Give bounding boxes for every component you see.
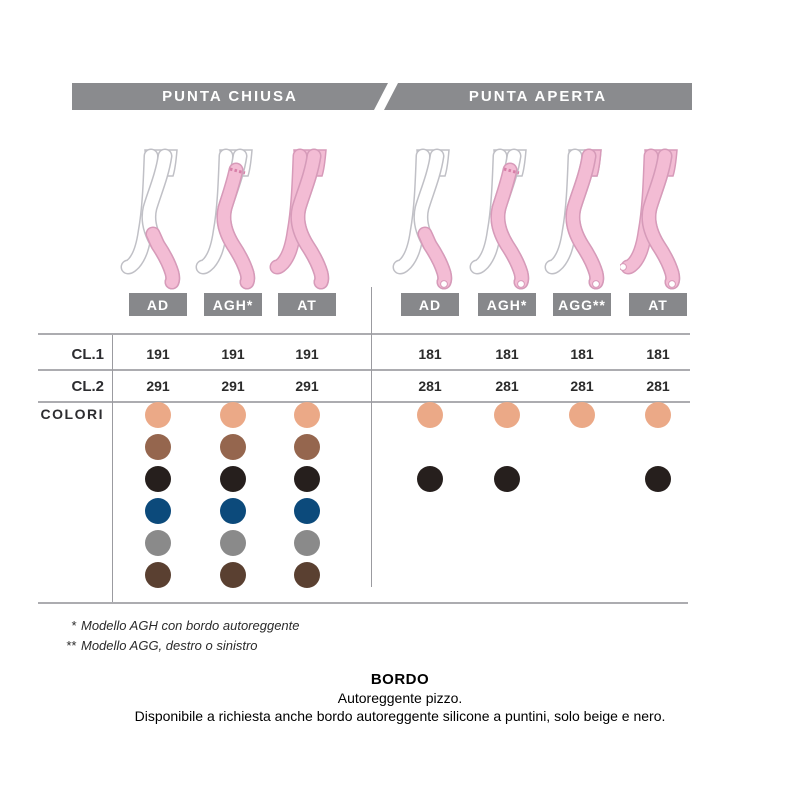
model-label-punta-aperta-at: AT — [629, 293, 687, 316]
color-dot-grigio — [294, 530, 320, 556]
cl2-value-punta-chiusa-ad: 291 — [146, 378, 170, 394]
color-dot-blu — [220, 498, 246, 524]
color-dot-beige — [494, 402, 520, 428]
color-dot-beige — [417, 402, 443, 428]
header-bar-punta-aperta: PUNTA APERTA — [384, 83, 692, 110]
leg-illustration-at — [619, 148, 681, 290]
color-dot-nero — [645, 466, 671, 492]
color-dot-beige — [294, 402, 320, 428]
color-dot-beige — [645, 402, 671, 428]
color-dot-grigio — [145, 530, 171, 556]
footnote-agh-mark: * — [70, 618, 76, 633]
color-dot-nero — [220, 466, 246, 492]
cl1-value-punta-aperta-agh: 181 — [495, 346, 519, 362]
color-dot-nero — [294, 466, 320, 492]
color-dot-marrone — [220, 434, 246, 460]
bordo-line1: Autoreggente pizzo. — [337, 690, 463, 706]
bordo-line2: Disponibile a richiesta anche bordo auto… — [134, 708, 666, 724]
footnote-agg: ** Modello AGG, destro o sinistro — [56, 638, 258, 653]
leg-illustration-ad — [120, 148, 181, 290]
header-punta-chiusa-label: PUNTA CHIUSA — [162, 88, 298, 105]
row-label-cl1: CL.1 — [71, 346, 104, 363]
table-line-cl2-colori — [38, 401, 690, 403]
color-dot-marrone — [294, 434, 320, 460]
model-label-punta-chiusa-ad: AD — [129, 293, 187, 316]
leg-illustration-agh — [469, 148, 530, 290]
header-punta-aperta-label: PUNTA APERTA — [468, 88, 608, 105]
color-dot-nero — [145, 466, 171, 492]
leg-figure-punta-chiusa-at — [269, 146, 345, 294]
cl2-value-punta-chiusa-agh: 291 — [221, 378, 245, 394]
row-label-colori: COLORI — [40, 406, 104, 422]
model-label-punta-aperta-agg: AGG** — [553, 293, 611, 316]
footnote-agh: * Modello AGH con bordo autoreggente — [56, 618, 300, 633]
leg-figure-punta-aperta-agg — [544, 146, 620, 294]
color-dot-beige — [145, 402, 171, 428]
header-bar-punta-chiusa: PUNTA CHIUSA — [72, 83, 388, 110]
model-label-punta-aperta-ad: AD — [401, 293, 459, 316]
color-dot-blu — [145, 498, 171, 524]
model-label-punta-chiusa-at: AT — [278, 293, 336, 316]
color-dot-beige — [220, 402, 246, 428]
leg-figure-punta-chiusa-agh — [195, 146, 271, 294]
cl2-value-punta-chiusa-at: 291 — [295, 378, 319, 394]
leg-figure-punta-aperta-ad — [392, 146, 468, 294]
table-line-top — [38, 333, 690, 335]
footnote-agh-text: Modello AGH con bordo autoreggente — [81, 618, 300, 633]
cl2-value-punta-aperta-ad: 281 — [418, 378, 442, 394]
cl1-value-punta-chiusa-at: 191 — [295, 346, 319, 362]
cl1-value-punta-aperta-at: 181 — [646, 346, 670, 362]
color-dot-grigio — [220, 530, 246, 556]
model-label-punta-chiusa-agh: AGH* — [204, 293, 262, 316]
leg-figure-punta-aperta-agh — [469, 146, 545, 294]
color-dot-nero — [494, 466, 520, 492]
cl1-value-punta-chiusa-agh: 191 — [221, 346, 245, 362]
leg-illustration-ad — [392, 148, 453, 290]
table-line-bottom — [38, 602, 688, 604]
color-dot-marrone-scuro — [145, 562, 171, 588]
bordo-title: BORDO — [370, 671, 430, 688]
leg-illustration-agh — [195, 148, 256, 290]
color-dot-beige — [569, 402, 595, 428]
row-label-cl2: CL.2 — [71, 378, 104, 395]
cl2-value-punta-aperta-at: 281 — [646, 378, 670, 394]
table-divider-row-labels — [112, 335, 113, 602]
leg-illustration-at — [269, 148, 330, 290]
leg-illustration-agg — [544, 148, 605, 290]
table-line-cl1-cl2 — [38, 369, 690, 371]
color-dot-marrone-scuro — [220, 562, 246, 588]
color-dot-nero — [417, 466, 443, 492]
color-dot-blu — [294, 498, 320, 524]
leg-figure-punta-chiusa-ad — [120, 146, 196, 294]
cl1-value-punta-aperta-agg: 181 — [570, 346, 594, 362]
table-divider-groups — [371, 287, 372, 587]
leg-figure-punta-aperta-at — [619, 146, 696, 294]
color-dot-marrone-scuro — [294, 562, 320, 588]
color-dot-marrone — [145, 434, 171, 460]
cl1-value-punta-aperta-ad: 181 — [418, 346, 442, 362]
cl2-value-punta-aperta-agg: 281 — [570, 378, 594, 394]
footnote-agg-text: Modello AGG, destro o sinistro — [81, 638, 258, 653]
cl1-value-punta-chiusa-ad: 191 — [146, 346, 170, 362]
model-label-punta-aperta-agh: AGH* — [478, 293, 536, 316]
footnote-agg-mark: ** — [65, 638, 76, 653]
cl2-value-punta-aperta-agh: 281 — [495, 378, 519, 394]
